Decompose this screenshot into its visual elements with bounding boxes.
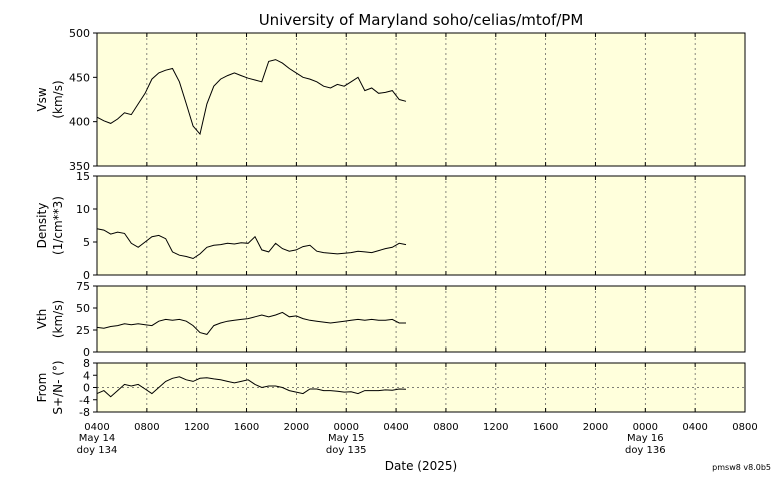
y-tick-label: 8: [83, 357, 90, 370]
plot-background: [97, 286, 745, 352]
y-tick-label: 10: [76, 203, 90, 216]
y-tick-label: 50: [76, 302, 90, 315]
x-tick-label: 1600: [533, 422, 558, 433]
y-tick-label: 500: [69, 27, 90, 40]
day-doy-label: doy 134: [77, 445, 118, 456]
panel-1: 0 5 10 15 Density (1/cm**3): [35, 170, 746, 282]
series-line: [96, 228, 407, 260]
y-tick-label: -8: [79, 406, 90, 419]
x-tick-label: 0400: [84, 422, 109, 433]
y-axis-unit-label: (km/s): [51, 80, 65, 118]
x-axis-label: Date (2025): [385, 459, 457, 473]
y-axis-unit-label: (km/s): [51, 300, 65, 338]
series-line: [96, 311, 406, 335]
y-tick-label: 4: [83, 369, 90, 382]
y-axis-label: From: [35, 373, 49, 403]
series-line: [96, 376, 407, 398]
y-tick-label: -4: [79, 394, 90, 407]
y-tick-label: 15: [76, 170, 90, 183]
y-tick-label: 400: [69, 116, 90, 129]
panel-0: 350 400 450 500 Vsw (km/s): [35, 27, 746, 173]
panel-frame: [96, 32, 746, 167]
y-tick-label: 350: [69, 160, 90, 173]
day-date-label: May 14: [79, 433, 116, 444]
x-tick-label: 0000: [633, 422, 658, 433]
day-doy-label: doy 136: [625, 445, 666, 456]
y-tick-label: 5: [83, 236, 90, 249]
x-tick-label: 0400: [682, 422, 707, 433]
y-tick-label: 75: [76, 280, 90, 293]
day-date-label: May 15: [328, 433, 365, 444]
x-tick-label: 2000: [284, 422, 309, 433]
x-tick-label: 0800: [732, 422, 757, 433]
x-tick-label: 0800: [433, 422, 458, 433]
y-tick-label: 0: [83, 269, 90, 282]
y-tick-label: 25: [76, 324, 90, 337]
series-line: [96, 59, 407, 136]
plot-background: [97, 33, 745, 166]
day-date-label: May 16: [627, 433, 664, 444]
version-label: pmsw8 v8.0b5: [712, 463, 771, 472]
y-tick-label: 450: [69, 71, 90, 84]
x-tick-label: 1200: [184, 422, 209, 433]
x-tick-label: 2000: [583, 422, 608, 433]
x-tick-label: 0400: [383, 422, 408, 433]
y-axis-unit-label: S+/N- (°): [51, 360, 65, 414]
y-tick-label: 0: [83, 346, 90, 359]
day-doy-label: doy 135: [326, 445, 367, 456]
x-tick-label: 1200: [483, 422, 508, 433]
panel-2: 0 25 50 75 Vth (km/s): [35, 280, 746, 359]
y-axis-label: Vsw: [35, 87, 49, 111]
y-tick-label: 0: [83, 382, 90, 395]
y-axis-label: Density: [35, 203, 49, 249]
y-axis-unit-label: (1/cm**3): [51, 196, 65, 255]
chart-title: University of Maryland soho/celias/mtof/…: [259, 11, 584, 29]
x-tick-label: 0800: [134, 422, 159, 433]
panel-frame: [96, 285, 746, 353]
y-axis-label: Vth: [35, 309, 49, 330]
plot-background: [97, 176, 745, 275]
x-tick-label: 0000: [334, 422, 359, 433]
panel-frame: [96, 175, 746, 276]
x-tick-label: 1600: [234, 422, 259, 433]
